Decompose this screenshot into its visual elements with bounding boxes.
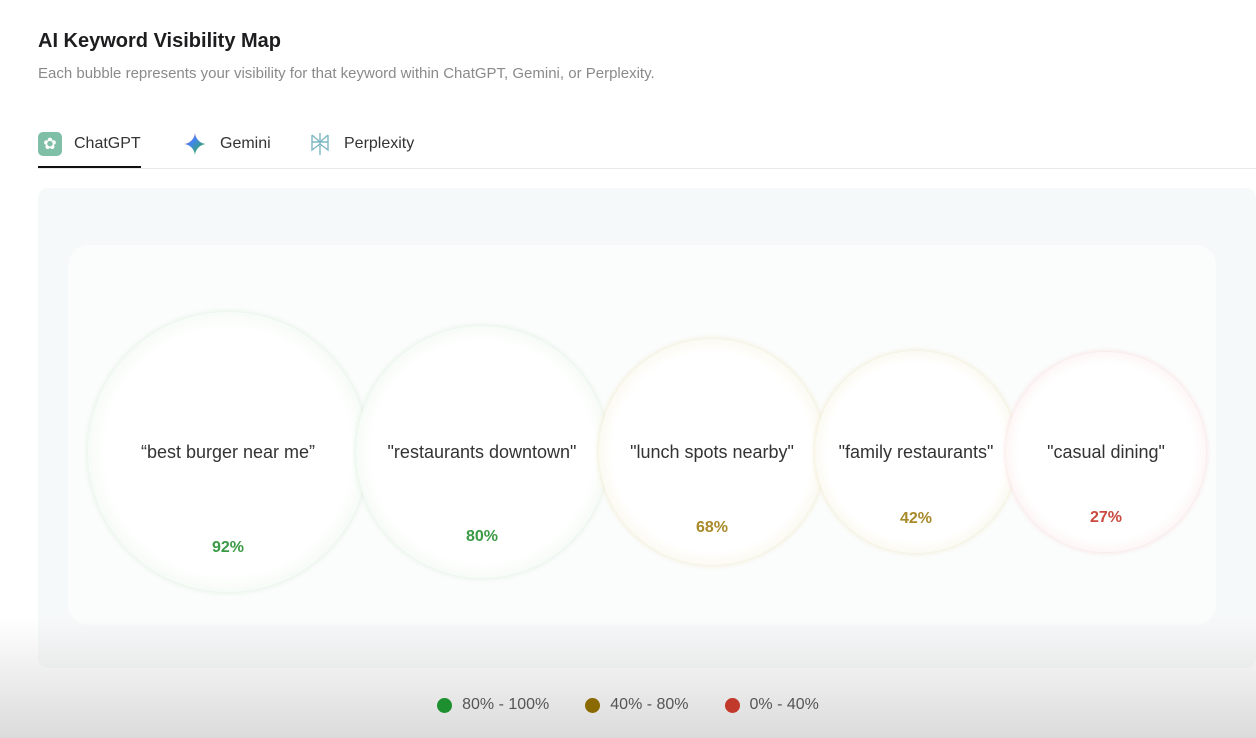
legend-label: 40% - 80% <box>610 696 689 713</box>
engine-tabs: ✿ ChatGPT Gemini Perplexity <box>38 124 1256 169</box>
legend-label: 0% - 40% <box>749 696 819 713</box>
chatgpt-icon: ✿ <box>38 132 62 156</box>
legend-dot <box>437 697 453 713</box>
bubble-percentage: 92% <box>211 539 245 556</box>
legend-label: 80% - 100% <box>462 696 550 713</box>
perplexity-icon <box>311 133 329 155</box>
bubble-keyword: "casual dining" <box>1047 441 1165 462</box>
bubble[interactable]: "family restaurants" 42% <box>815 351 1017 553</box>
bubble[interactable]: "lunch spots nearby" 68% <box>599 339 825 565</box>
bubble-keyword: "family restaurants" <box>838 441 994 462</box>
bubble-percentage: 80% <box>465 528 499 545</box>
page-subtitle: Each bubble represents your visibility f… <box>38 65 655 82</box>
legend-item-low: 0% - 40% <box>724 696 819 714</box>
legend: 80% - 100% 40% - 80% 0% - 40% <box>0 696 1256 714</box>
legend-dot <box>724 697 740 713</box>
tab-label: Perplexity <box>344 135 415 152</box>
tab-perplexity[interactable]: Perplexity <box>308 128 414 160</box>
bubble[interactable]: "restaurants downtown" 80% <box>356 326 608 578</box>
bubble-percentage: 42% <box>899 510 933 527</box>
tab-label: Gemini <box>220 135 271 152</box>
bubble-percentage: 68% <box>695 519 729 536</box>
bubble[interactable]: "casual dining" 27% <box>1006 352 1206 552</box>
bubble-keyword: "lunch spots nearby" <box>630 441 794 462</box>
bubble-keyword: "restaurants downtown" <box>387 441 577 462</box>
tab-label: ChatGPT <box>74 135 141 152</box>
bubble-percentage: 27% <box>1089 509 1123 526</box>
page-title: AI Keyword Visibility Map <box>38 30 282 52</box>
legend-dot <box>585 697 601 713</box>
tab-gemini[interactable]: Gemini <box>182 128 271 160</box>
legend-item-mid: 40% - 80% <box>585 696 689 714</box>
tab-chatgpt[interactable]: ✿ ChatGPT <box>38 128 141 168</box>
gemini-icon <box>183 132 207 156</box>
legend-item-high: 80% - 100% <box>437 696 549 714</box>
bubble-keyword: “best burger near me” <box>140 441 316 462</box>
bubble[interactable]: “best burger near me” 92% <box>88 312 368 592</box>
